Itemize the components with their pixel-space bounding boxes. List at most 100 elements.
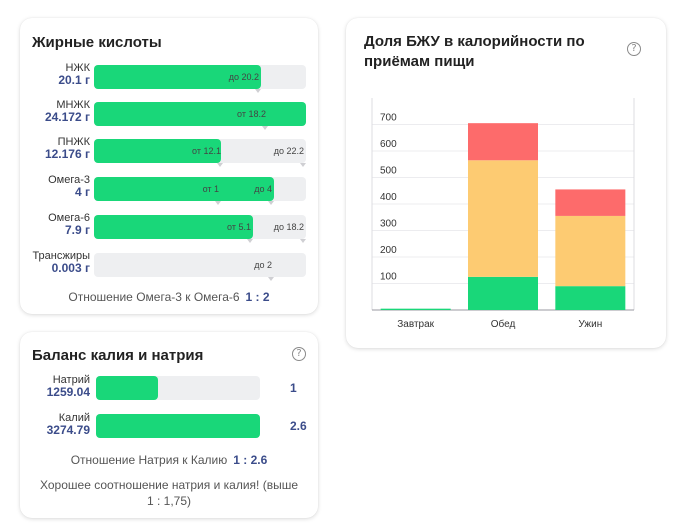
mineral-value: 1259.04 xyxy=(46,385,90,399)
fatty-acid-row: МНЖК 24.172 г от 18.2 xyxy=(20,99,318,133)
range-marker: от 5.1 xyxy=(94,215,253,243)
range-marker-label: до 2 xyxy=(254,260,272,270)
fatty-acid-label: Трансжиры 0.003 г xyxy=(20,250,90,274)
omega-ratio: Отношение Омега-3 к Омега-6 1 : 2 xyxy=(20,290,318,304)
fatty-acid-label: Омега-6 7.9 г xyxy=(20,212,90,236)
bar-segment xyxy=(555,189,626,216)
omega-ratio-value: 1 : 2 xyxy=(245,290,270,304)
range-marker-label: до 18.2 xyxy=(273,222,304,232)
fatty-acid-row: ПНЖК 12.176 г от 12.1 до 22.2 xyxy=(20,136,318,170)
range-marker-triangle-icon xyxy=(217,163,223,167)
mineral-name: Натрий xyxy=(52,374,90,386)
fatty-acid-row: Омега-6 7.9 г от 5.1 до 18.2 xyxy=(20,212,318,246)
fatty-acid-progress-track: от 1 до 4 xyxy=(94,177,306,205)
bar-segment xyxy=(555,215,626,287)
range-marker: до 4 xyxy=(94,177,274,205)
fatty-acids-card: Жирные кислоты НЖК 20.1 г до 20.2 МНЖК 24.17… xyxy=(20,18,318,314)
fatty-acid-name: НЖК xyxy=(65,62,90,74)
bar-segment xyxy=(555,286,626,310)
bar-segment xyxy=(380,308,451,310)
mineral-row: Натрий 1259.04 1 xyxy=(20,374,318,408)
sodium-potassium-ratio-value: 1 : 2.6 xyxy=(233,453,268,467)
mineral-ratio-number: 1 xyxy=(290,381,297,395)
mineral-name: Калий xyxy=(58,412,90,424)
range-marker-label: до 4 xyxy=(254,184,272,194)
y-tick-label: 700 xyxy=(380,113,397,124)
mineral-label: Натрий 1259.04 xyxy=(20,374,90,398)
mineral-progress-fill xyxy=(96,414,260,438)
x-category-label: Завтрак xyxy=(397,319,434,330)
fatty-acid-row: Трансжиры 0.003 г до 2 xyxy=(20,250,318,284)
y-tick-label: 500 xyxy=(380,166,397,177)
x-category-label: Ужин xyxy=(578,319,602,330)
fatty-acid-progress-track: от 5.1 до 18.2 xyxy=(94,215,306,243)
potassium-sodium-card: Баланс калия и натрия ? Натрий 1259.04 1 Ка… xyxy=(20,332,318,518)
macro-chart-card: 100 200 300 400 500 600 700 Завтрак Обед Ужин Дол… xyxy=(346,18,666,348)
range-marker-triangle-icon xyxy=(300,239,306,243)
macro-stacked-bar-chart: 100 200 300 400 500 600 700 Завтрак Обед Ужин xyxy=(371,98,635,330)
mineral-row: Калий 3274.79 2.6 xyxy=(20,412,318,446)
mineral-progress-track xyxy=(96,414,260,438)
range-marker: до 2 xyxy=(94,253,274,281)
range-marker: до 18.2 xyxy=(94,215,306,243)
fatty-acid-label: НЖК 20.1 г xyxy=(20,62,90,86)
fatty-acid-progress-track: до 2 xyxy=(94,253,306,281)
range-marker-label: от 1 xyxy=(202,184,219,194)
fatty-acid-progress-track: от 18.2 xyxy=(94,102,306,130)
range-marker-triangle-icon xyxy=(255,89,261,93)
bar-segment xyxy=(468,276,538,310)
help-icon[interactable]: ? xyxy=(292,347,306,361)
y-tick-label: 300 xyxy=(380,219,397,230)
fatty-acid-progress-fill xyxy=(94,215,253,239)
range-marker: от 1 xyxy=(94,177,221,205)
range-marker-label: до 22.2 xyxy=(273,146,304,156)
range-marker-triangle-icon xyxy=(268,201,274,205)
x-category-label: Обед xyxy=(491,318,516,330)
y-tick-label: 400 xyxy=(380,192,397,203)
fatty-acid-progress-track: до 20.2 xyxy=(94,65,306,93)
y-tick-label: 100 xyxy=(380,272,397,283)
mineral-progress-fill xyxy=(96,376,158,400)
fatty-acid-name: МНЖК xyxy=(56,99,90,111)
mineral-progress-track xyxy=(96,376,260,400)
sodium-potassium-ratio: Отношение Натрия к Калию 1 : 2.6 xyxy=(20,453,318,467)
fatty-acid-progress-fill xyxy=(94,102,306,126)
fatty-acid-label: Омега-3 4 г xyxy=(20,174,90,198)
y-tick-label: 200 xyxy=(380,245,397,256)
fatty-acid-name: ПНЖК xyxy=(57,136,90,148)
fatty-acid-progress-track: от 12.1 до 22.2 xyxy=(94,139,306,167)
fatty-acid-value: 20.1 г xyxy=(58,73,90,87)
fatty-acid-value: 7.9 г xyxy=(64,223,90,237)
balance-note: Хорошее соотношение натрия и калия! (выш… xyxy=(40,478,298,508)
range-marker-triangle-icon xyxy=(262,126,268,130)
bar-segment xyxy=(468,160,538,277)
range-marker-triangle-icon xyxy=(247,239,253,243)
mineral-value: 3274.79 xyxy=(46,423,90,437)
fatty-acid-value: 12.176 г xyxy=(44,147,90,161)
fatty-acid-progress-fill xyxy=(94,65,261,89)
fatty-acid-row: НЖК 20.1 г до 20.2 xyxy=(20,62,318,96)
mineral-label: Калий 3274.79 xyxy=(20,412,90,436)
bar-segment xyxy=(468,123,538,161)
fatty-acids-title: Жирные кислоты xyxy=(32,34,162,51)
fatty-acid-label: ПНЖК 12.176 г xyxy=(20,136,90,160)
fatty-acid-label: МНЖК 24.172 г xyxy=(20,99,90,123)
range-marker: до 22.2 xyxy=(94,139,306,167)
y-tick-label: 600 xyxy=(380,139,397,150)
range-marker: от 18.2 xyxy=(94,102,268,130)
potassium-sodium-title: Баланс калия и натрия xyxy=(32,347,204,364)
sodium-potassium-ratio-label: Отношение Натрия к Калию xyxy=(70,453,228,467)
fatty-acid-value: 4 г xyxy=(74,185,90,199)
macro-chart-title: Доля БЖУ в калорийности по приёмам пищи xyxy=(364,33,585,70)
help-icon[interactable]: ? xyxy=(627,42,641,56)
range-marker-label: от 12.1 xyxy=(192,146,221,156)
range-marker-label: от 5.1 xyxy=(227,222,251,232)
fatty-acid-row: Омега-3 4 г от 1 до 4 xyxy=(20,174,318,208)
range-marker-triangle-icon xyxy=(268,277,274,281)
range-marker-triangle-icon xyxy=(215,201,221,205)
range-marker-label: до 20.2 xyxy=(228,72,259,82)
fatty-acid-progress-fill xyxy=(94,177,274,201)
range-marker: до 20.2 xyxy=(94,65,261,93)
fatty-acid-progress-fill xyxy=(94,139,221,163)
fatty-acid-name: Омега-3 xyxy=(48,174,90,186)
